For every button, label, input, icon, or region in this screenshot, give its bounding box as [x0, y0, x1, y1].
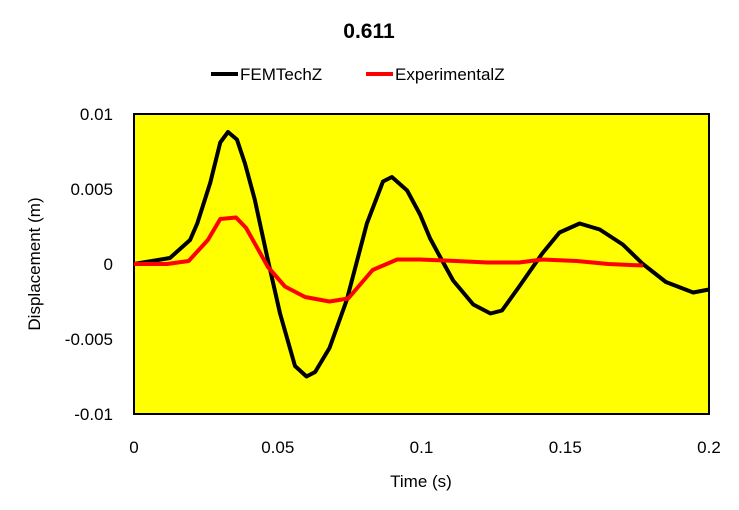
- y-tick-label: 0.01: [80, 105, 113, 124]
- y-tick-label: -0.005: [65, 330, 113, 349]
- y-tick-label: -0.01: [74, 405, 113, 424]
- legend: FEMTechZ ExperimentalZ: [211, 65, 505, 84]
- x-tick-label: 0.2: [697, 438, 721, 457]
- series-line-femtechz: [133, 130, 710, 379]
- series-line-experimentalz: [134, 215, 643, 304]
- y-tick-label: 0: [104, 255, 113, 274]
- x-tick-label: 0.15: [549, 438, 582, 457]
- legend-label-experimentalz: ExperimentalZ: [395, 65, 505, 84]
- y-axis-title: Displacement (m): [25, 197, 44, 330]
- x-axis-title: Time (s): [390, 472, 452, 491]
- x-tick-label: 0: [129, 438, 138, 457]
- x-tick-label: 0.1: [410, 438, 434, 457]
- chart-title: 0.611: [343, 20, 395, 43]
- legend-label-femtechz: FEMTechZ: [240, 65, 322, 84]
- x-tick-label: 0.05: [261, 438, 294, 457]
- y-tick-label: 0.005: [70, 180, 113, 199]
